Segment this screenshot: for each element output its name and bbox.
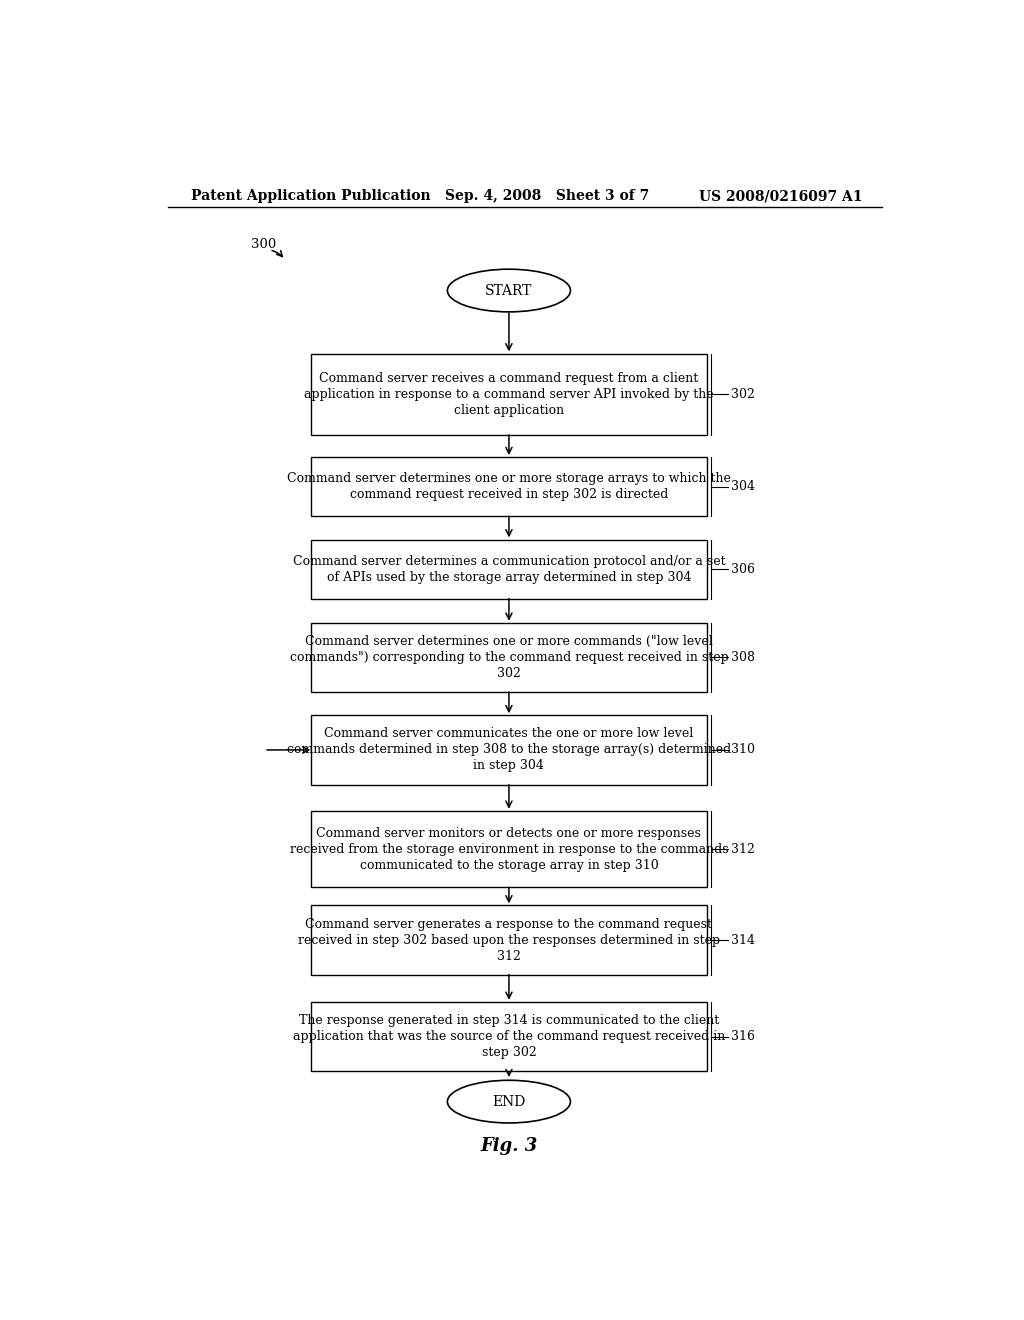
Text: 308: 308: [731, 651, 755, 664]
Text: Command server generates a response to the command request
received in step 302 : Command server generates a response to t…: [298, 917, 720, 962]
Text: 300: 300: [251, 239, 276, 251]
Text: Patent Application Publication: Patent Application Publication: [191, 189, 431, 203]
FancyBboxPatch shape: [310, 810, 708, 887]
Text: START: START: [485, 284, 532, 297]
Text: 312: 312: [731, 842, 755, 855]
FancyBboxPatch shape: [310, 354, 708, 434]
Text: END: END: [493, 1094, 525, 1109]
Text: Command server determines one or more storage arrays to which the
command reques: Command server determines one or more st…: [287, 473, 731, 502]
Text: The response generated in step 314 is communicated to the client
application tha: The response generated in step 314 is co…: [293, 1014, 725, 1059]
FancyBboxPatch shape: [310, 1002, 708, 1071]
Text: 310: 310: [731, 743, 755, 756]
Text: Command server communicates the one or more low level
commands determined in ste: Command server communicates the one or m…: [287, 727, 731, 772]
Text: Command server monitors or detects one or more responses
received from the stora: Command server monitors or detects one o…: [290, 826, 728, 871]
Ellipse shape: [447, 1080, 570, 1123]
Text: 304: 304: [731, 480, 755, 494]
Text: Command server receives a command request from a client
application in response : Command server receives a command reques…: [304, 372, 714, 417]
Text: 306: 306: [731, 562, 755, 576]
FancyBboxPatch shape: [310, 540, 708, 598]
Text: Fig. 3: Fig. 3: [480, 1138, 538, 1155]
Text: US 2008/0216097 A1: US 2008/0216097 A1: [699, 189, 863, 203]
FancyBboxPatch shape: [310, 623, 708, 692]
Text: Command server determines a communication protocol and/or a set
of APIs used by : Command server determines a communicatio…: [293, 554, 725, 583]
Text: 316: 316: [731, 1030, 755, 1043]
Text: 314: 314: [731, 933, 755, 946]
FancyBboxPatch shape: [310, 715, 708, 784]
Text: Sep. 4, 2008   Sheet 3 of 7: Sep. 4, 2008 Sheet 3 of 7: [445, 189, 649, 203]
FancyBboxPatch shape: [310, 906, 708, 974]
Text: 302: 302: [731, 388, 755, 401]
Text: Command server determines one or more commands ("low level
commands") correspond: Command server determines one or more co…: [290, 635, 728, 680]
FancyBboxPatch shape: [310, 457, 708, 516]
Ellipse shape: [447, 269, 570, 312]
